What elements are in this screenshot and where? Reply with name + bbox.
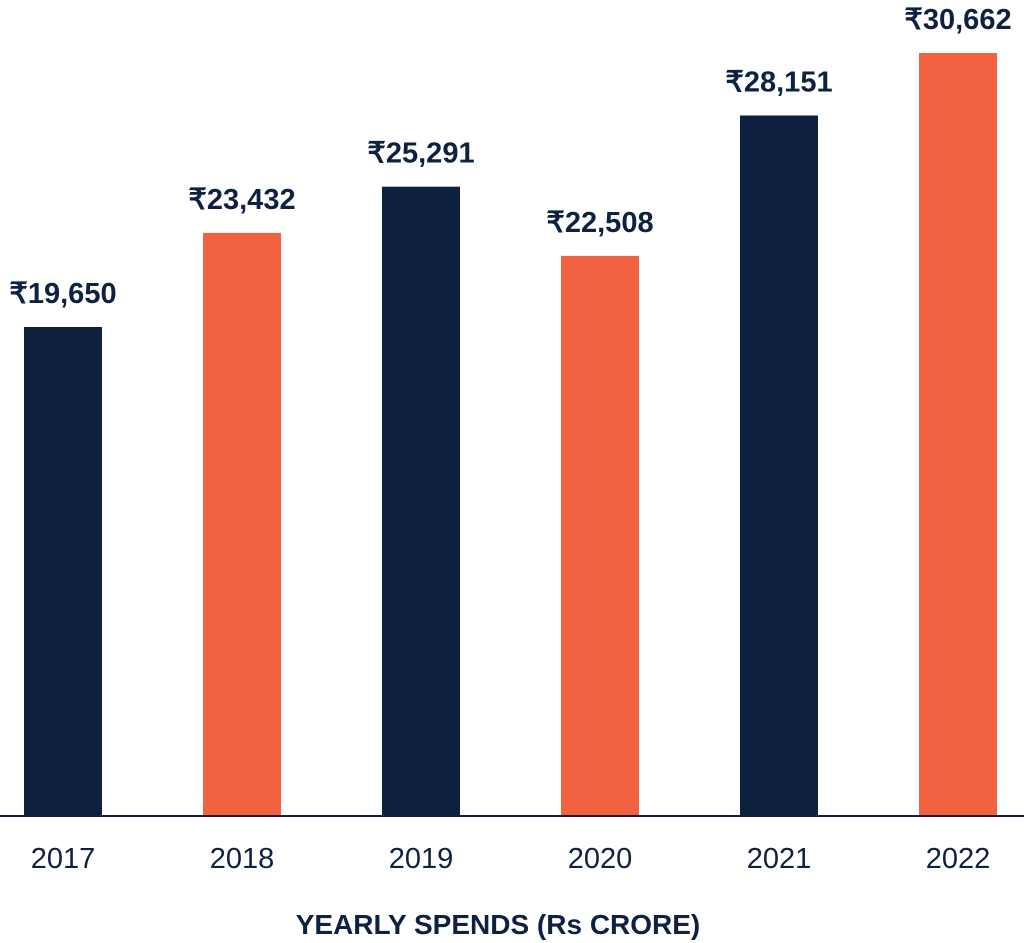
value-label-2021: ₹28,151 xyxy=(725,67,832,99)
x-tick-label-2020: 2020 xyxy=(568,843,633,875)
x-tick-label-2022: 2022 xyxy=(926,843,991,875)
value-labels-group: ₹19,650 ₹23,432 ₹25,291 ₹22,508 ₹28,151 ₹30,6… xyxy=(9,4,1011,310)
x-tick-labels-group: 2017 2018 2019 2020 2021 2022 xyxy=(31,843,991,875)
x-tick-label-2018: 2018 xyxy=(210,843,275,875)
value-label-2019: ₹25,291 xyxy=(367,138,474,170)
bar-2017 xyxy=(24,327,102,816)
bar-2019 xyxy=(382,186,460,816)
value-label-2017: ₹19,650 xyxy=(9,278,116,310)
bar-2018 xyxy=(203,232,281,816)
bars-group xyxy=(24,53,997,816)
value-label-2018: ₹23,432 xyxy=(188,184,295,216)
value-label-2022: ₹30,662 xyxy=(904,4,1011,36)
x-tick-label-2017: 2017 xyxy=(31,843,96,875)
x-tick-label-2021: 2021 xyxy=(747,843,812,875)
bar-2020 xyxy=(561,255,639,816)
value-label-2020: ₹22,508 xyxy=(546,207,653,239)
x-axis-title: YEARLY SPENDS (Rs CRORE) xyxy=(296,909,701,940)
bar-2022 xyxy=(919,53,997,816)
bar-2021 xyxy=(740,115,818,816)
x-tick-label-2019: 2019 xyxy=(389,843,454,875)
